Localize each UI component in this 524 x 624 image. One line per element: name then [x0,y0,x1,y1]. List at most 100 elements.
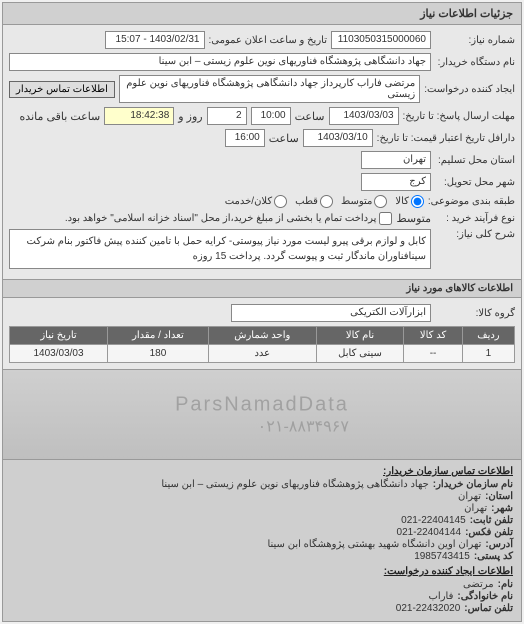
announce-label: تاریخ و ساعت اعلان عمومی: [209,35,328,46]
th-3: واحد شمارش [208,327,316,345]
contact-province: استان:تهران [11,491,513,502]
contact-creator-family-label: نام خانوادگی: [457,591,513,602]
th-2: نام کالا [316,327,403,345]
buytype-checkbox[interactable] [379,212,392,225]
packaging-radio-3[interactable] [274,195,287,208]
contact-fax-label: تلفن فکس: [465,527,513,538]
buytype-label: نوع فرآیند خرید : [435,213,515,224]
deadline-remain-label: ساعت باقی مانده [20,110,101,123]
packaging-opt-2-label: قطب [295,196,318,207]
contact-city-label: شهر: [491,503,513,514]
panel-title: جزئیات اطلاعات نیاز [3,3,521,25]
request-no-value: 1103050315000060 [331,31,431,49]
packaging-opt-3-label: کلان/خدمت [225,196,272,207]
deadline-days: 2 [207,107,247,125]
city-label: شهر محل تحویل: [435,177,515,188]
contact-postal: کد پستی: 1985743415 [11,551,513,562]
row-buytype: نوع فرآیند خرید : متوسط پرداخت تمام یا ب… [9,212,515,225]
contact-address: آدرس: تهران اوین دانشگاه شهید بهشتی پژوهش… [11,539,513,550]
buyer-value: جهاد دانشگاهی پژوهشگاه فناوریهای نوین عل… [9,53,431,71]
row-buyer: نام دستگاه خریدار: جهاد دانشگاهی پژوهشگا… [9,53,515,71]
goods-group-value: ابزارآلات الکتریکی [231,304,431,322]
watermark-phone: ۰۲۱-۸۸۳۴۹۶۷ [175,416,349,436]
td-2: سینی کابل [316,345,403,363]
packaging-opt-2[interactable]: قطب [295,195,333,208]
packaging-opt-1-label: متوسط [341,196,372,207]
announce-value: 1403/02/31 - 15:07 [105,31,205,49]
deadline-time: 10:00 [251,107,291,125]
buytype-value: متوسط [396,212,431,225]
packaging-radio-2[interactable] [320,195,333,208]
packaging-opt-3[interactable]: کلان/خدمت [225,195,287,208]
row-validity: دارافل تاریخ اعتبار قیمت: تا تاریخ: 1403… [9,129,515,147]
td-3: عدد [208,345,316,363]
row-request-no: شماره نیاز: 1103050315000060 تاریخ و ساع… [9,31,515,49]
validity-time: 16:00 [225,129,265,147]
contact-address-value: تهران اوین دانشگاه شهید بهشتی پژوهشگاه ا… [267,539,481,550]
td-4: 180 [108,345,209,363]
validity-time-label: ساعت [269,132,299,145]
contact-creator-phone-label: تلفن تماس: [464,603,513,614]
packaging-radio-1[interactable] [374,195,387,208]
contact-phone-value: 22404145-021 [401,515,466,526]
th-4: تعداد / مقدار [108,327,209,345]
row-province: استان محل تسلیم: تهران [9,151,515,169]
contact-buyer-header: اطلاعات تماس سازمان خریدار: [11,466,513,477]
packaging-label: طبقه بندی موضوعی: [428,196,515,207]
watermark-area: ParsNamadData ۰۲۱-۸۸۳۴۹۶۷ [3,369,521,459]
contact-phone-label: تلفن ثابت: [470,515,513,526]
creator-value: مرتضی فاراب کارپرداز جهاد دانشگاهی پژوهش… [119,75,420,103]
td-5: 1403/03/03 [10,345,108,363]
city-value: کرج [361,173,431,191]
row-goods-group: گروه کالا: ابزارآلات الکتریکی [9,304,515,322]
row-deadline: مهلت ارسال پاسخ: تا تاریخ: 1403/03/03 سا… [9,107,515,125]
packaging-opt-1[interactable]: متوسط [341,195,387,208]
th-1: کد کالا [404,327,463,345]
buytype-note: پرداخت تمام یا بخشی از مبلغ خرید،از محل … [65,213,377,224]
contact-creator-header: اطلاعات ایجاد کننده درخواست: [11,566,513,577]
contact-city: شهر: تهران [11,503,513,514]
contact-phone: تلفن ثابت: 22404145-021 [11,515,513,526]
goods-table: ردیف کد کالا نام کالا واحد شمارش تعداد /… [9,326,515,363]
deadline-days-label: روز و [178,110,202,123]
row-desc: شرح کلی نیاز: کابل و لوازم برقی پیرو لیس… [9,229,515,269]
contact-postal-label: کد پستی: [474,551,513,562]
contact-creator-family-value: فاراب [429,591,454,602]
creator-label: ایجاد کننده درخواست: [424,84,515,95]
table-header-row: ردیف کد کالا نام کالا واحد شمارش تعداد /… [10,327,515,345]
contact-buyer-section: اطلاعات تماس سازمان خریدار: نام سازمان خ… [3,459,521,621]
deadline-remain: 18:42:38 [104,107,174,125]
contact-province-value: تهران [458,491,481,502]
contact-address-label: آدرس: [485,539,513,550]
packaging-radio-0[interactable] [411,195,424,208]
buyer-contact-button[interactable]: اطلاعات تماس خریدار [9,81,115,98]
contact-postal-value: 1985743415 [414,551,470,562]
packaging-opt-0[interactable]: کالا [395,195,424,208]
buytype-note-check[interactable]: پرداخت تمام یا بخشی از مبلغ خرید،از محل … [65,212,393,225]
table-row: 1 -- سینی کابل عدد 180 1403/03/03 [10,345,515,363]
buyer-label: نام دستگاه خریدار: [435,57,515,68]
th-0: ردیف [462,327,514,345]
contact-city-value: تهران [464,503,487,514]
contact-creator-name-value: مرتضی [463,579,494,590]
contact-creator-name-label: نام: [498,579,513,590]
panel-body: شماره نیاز: 1103050315000060 تاریخ و ساع… [3,25,521,279]
request-no-label: شماره نیاز: [435,35,515,46]
desc-text: کابل و لوازم برقی پیرو لیست مورد نیاز پی… [9,229,431,269]
contact-org-label: نام سازمان خریدار: [433,479,513,490]
validity-label: دارافل تاریخ اعتبار قیمت: تا تاریخ: [377,133,515,144]
contact-fax: تلفن فکس:22404144-021 [11,527,513,538]
td-0: 1 [462,345,514,363]
row-creator: ایجاد کننده درخواست: مرتضی فاراب کارپردا… [9,75,515,103]
td-1: -- [404,345,463,363]
validity-date: 1403/03/10 [303,129,373,147]
packaging-opt-0-label: کالا [395,196,409,207]
contact-fax-value: 22404144-021 [397,527,462,538]
contact-creator-phone: تلفن تماس:22432020-021 [11,603,513,614]
goods-section-title: اطلاعات کالاهای مورد نیاز [3,279,521,298]
deadline-time-label: ساعت [295,110,325,123]
main-panel: جزئیات اطلاعات نیاز شماره نیاز: 11030503… [2,2,522,622]
goods-body: گروه کالا: ابزارآلات الکتریکی ردیف کد کا… [3,298,521,369]
contact-org-value: جهاد دانشگاهی پژوهشگاه فناوریهای نوین عل… [161,479,428,490]
goods-group-label: گروه کالا: [435,308,515,319]
